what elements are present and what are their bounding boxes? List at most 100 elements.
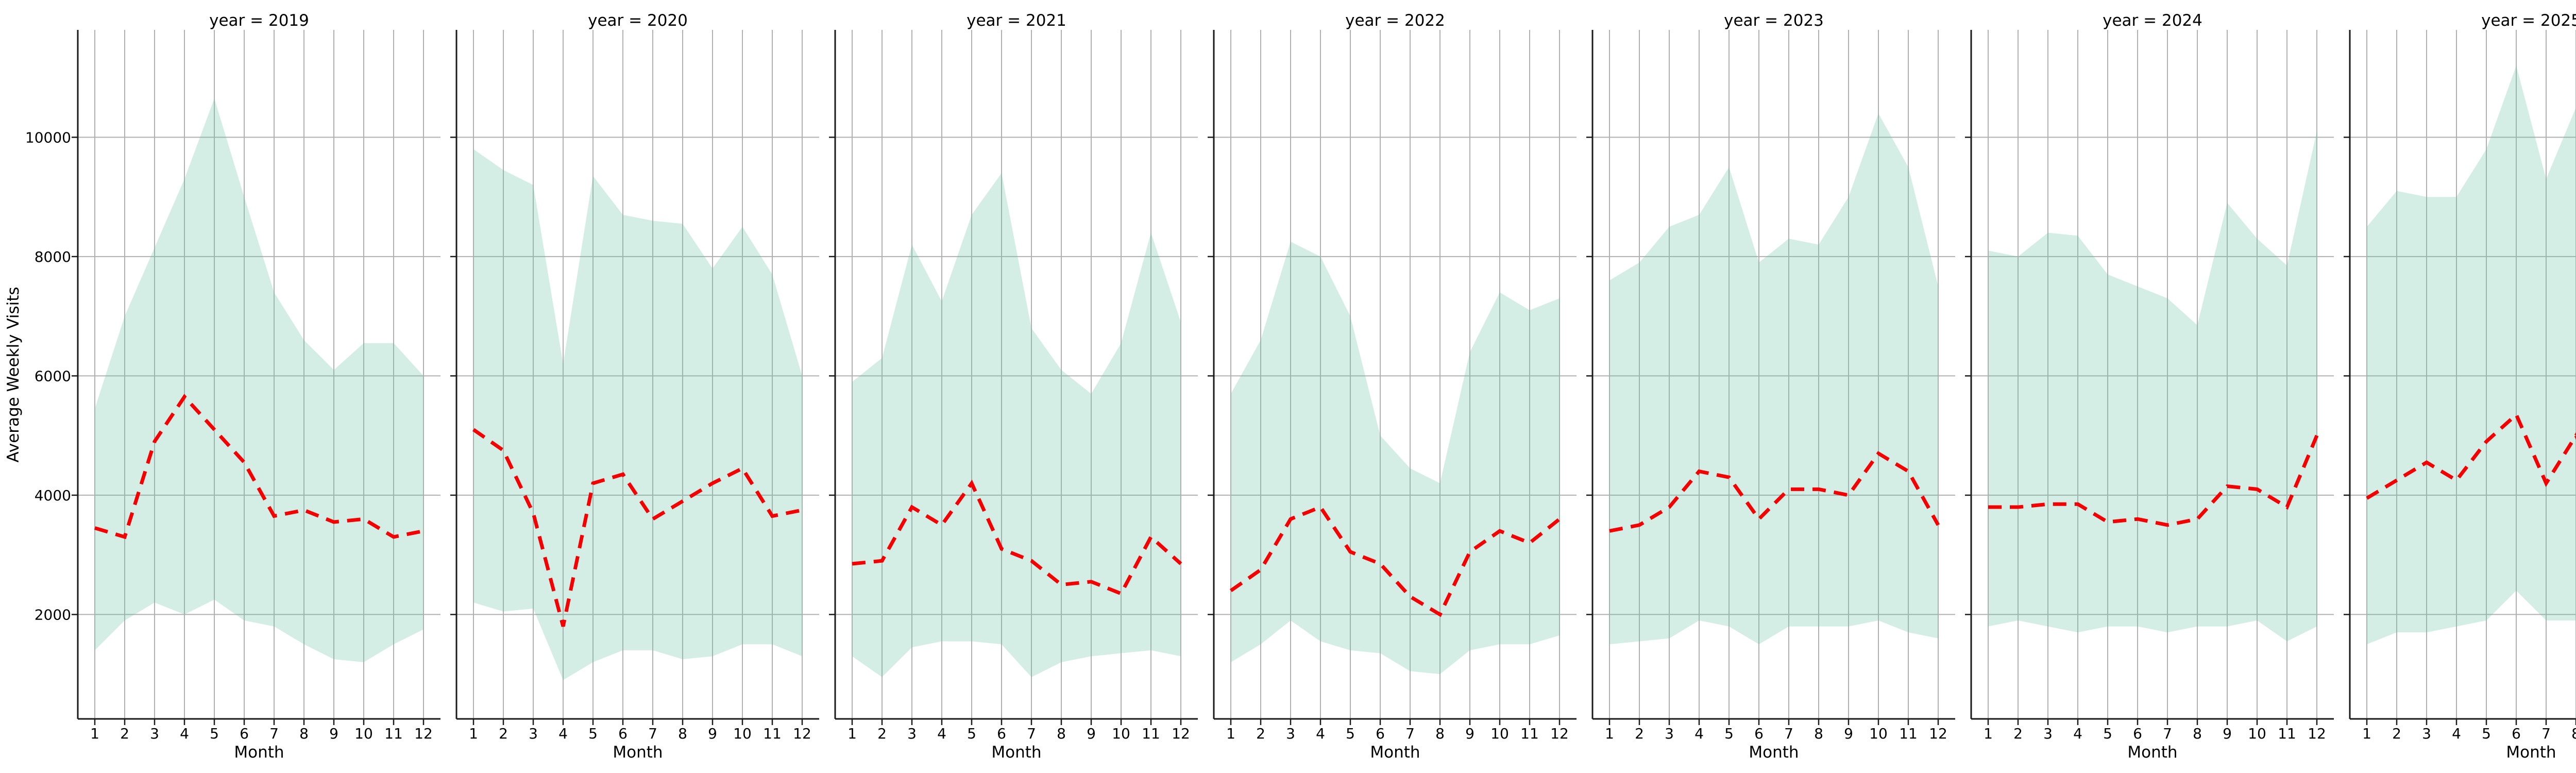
percentile-band (473, 149, 802, 680)
x-tick-label: 6 (997, 725, 1006, 742)
x-tick-label: 6 (2512, 725, 2521, 742)
median-line (94, 394, 424, 540)
y-ticks (1965, 137, 1971, 615)
x-tick-label: 8 (1435, 725, 1445, 742)
x-tick-label: 1 (2362, 725, 2371, 742)
x-tick-label: 10 (733, 725, 752, 742)
y-ticks (1586, 137, 1592, 615)
percentile-band (1609, 113, 1938, 645)
x-tick-label: 8 (1814, 725, 1823, 742)
x-tick-label: 11 (384, 725, 403, 742)
x-tick-label: 5 (2103, 725, 2112, 742)
x-tick-label: 2 (2392, 725, 2401, 742)
x-tick-label: 7 (1784, 725, 1793, 742)
x-tick-label: 1 (90, 725, 99, 742)
x-tick-label: 8 (299, 725, 309, 742)
x-tick-label: 8 (2193, 725, 2202, 742)
x-tick-label: 3 (2422, 725, 2431, 742)
x-tick-label: 2 (1635, 725, 1644, 742)
x-tick-label: 11 (2278, 725, 2296, 742)
x-tick-label: 10 (354, 725, 373, 742)
gridlines (1971, 30, 2334, 719)
x-tick-label: 8 (678, 725, 687, 742)
x-tick-label: 12 (414, 725, 433, 742)
x-tick-label: 4 (2452, 725, 2461, 742)
x-tick-label: 1 (848, 725, 857, 742)
x-tick-label: 9 (708, 725, 717, 742)
y-ticks (1208, 137, 1214, 615)
y-ticks (2344, 137, 2350, 615)
gridlines (835, 30, 1198, 719)
x-tick-label: 11 (763, 725, 782, 742)
x-axis-label: Month (2127, 743, 2177, 762)
y-axis-label: Average Weekly Visits (4, 287, 23, 462)
x-tick-label: 6 (1376, 725, 1385, 742)
median-line (1609, 451, 1940, 533)
x-tick-label: 3 (150, 725, 159, 742)
x-tick-label: 12 (1172, 725, 1190, 742)
facet-title: year = 2025 (2481, 11, 2576, 30)
y-tick-label: 8000 (35, 248, 71, 265)
y-tick-label: 2000 (35, 606, 71, 623)
x-tick-label: 3 (2043, 725, 2053, 742)
x-tick-label: 12 (1550, 725, 1569, 742)
x-tick-label: 3 (1286, 725, 1295, 742)
x-tick-label: 12 (1929, 725, 1947, 742)
x-tick-label: 8 (2571, 725, 2576, 742)
x-tick-label: 11 (1520, 725, 1539, 742)
x-tick-label: 1 (1605, 725, 1614, 742)
facet-title: year = 2021 (967, 11, 1066, 30)
x-tick-label: 9 (2223, 725, 2232, 742)
y-ticks (450, 137, 456, 615)
x-tick-label: 3 (1665, 725, 1674, 742)
x-tick-label: 9 (329, 725, 338, 742)
facet-title: year = 2022 (1345, 11, 1445, 30)
x-tick-label: 3 (529, 725, 538, 742)
x-tick-label: 6 (2133, 725, 2142, 742)
x-axis-label: Month (2506, 743, 2556, 762)
x-tick-label: 2 (877, 725, 887, 742)
x-tick-label: 4 (1316, 725, 1325, 742)
x-tick-label: 2 (499, 725, 508, 742)
percentile-band (852, 173, 1181, 677)
x-tick-label: 12 (793, 725, 811, 742)
y-ticks: 2000 4000 6000 8000 10000 (25, 129, 78, 623)
facet-title: year = 2020 (588, 11, 688, 30)
x-axis-label: Month (613, 743, 663, 762)
x-tick-label: 9 (1465, 725, 1475, 742)
x-axis-label: Month (234, 743, 284, 762)
x-tick-label: 5 (588, 725, 598, 742)
x-tick-label: 7 (1405, 725, 1415, 742)
x-tick-label: 10 (2248, 725, 2266, 742)
percentile-band (1231, 241, 1560, 675)
x-axis-label: Month (1749, 743, 1799, 762)
x-tick-label: 5 (967, 725, 976, 742)
x-tick-label: 10 (1112, 725, 1130, 742)
gridlines (1214, 30, 1577, 719)
x-tick-label: 7 (269, 725, 279, 742)
percentile-band (95, 98, 423, 663)
x-tick-label: 1 (469, 725, 478, 742)
x-tick-label: 7 (1027, 725, 1036, 742)
x-tick-label: 2 (1256, 725, 1265, 742)
x-tick-label: 9 (1844, 725, 1853, 742)
x-tick-label: 5 (1724, 725, 1734, 742)
x-tick-label: 4 (937, 725, 946, 742)
median-line (472, 428, 803, 627)
x-tick-label: 11 (1142, 725, 1160, 742)
x-tick-label: 5 (210, 725, 219, 742)
median-line (1988, 434, 2319, 527)
x-tick-label: 8 (1057, 725, 1066, 742)
facet-title: year = 2023 (1724, 11, 1824, 30)
